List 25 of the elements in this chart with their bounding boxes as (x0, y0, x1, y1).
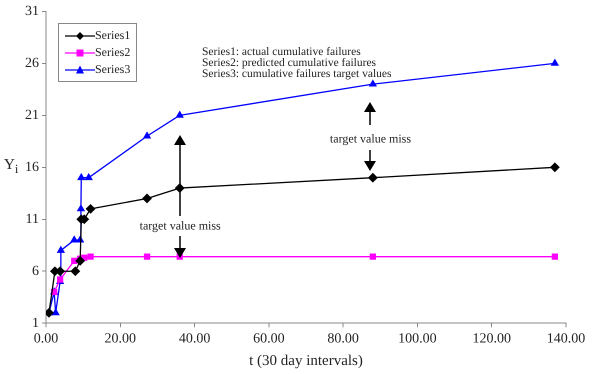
annotation: Series3: cumulative failures target values (202, 68, 392, 80)
annotation: target value miss (330, 131, 412, 146)
y-tick-label: 21 (25, 108, 39, 124)
y-tick-label: 11 (26, 212, 39, 227)
x-tick-label: 120.00 (472, 331, 511, 346)
x-tick-label: 80.00 (327, 331, 359, 346)
y-tick-label: 16 (25, 160, 39, 175)
annotation: target value miss (140, 218, 222, 233)
x-tick-label: 40.00 (178, 331, 210, 346)
y-axis-title: Y$_{i}$ (4, 157, 18, 178)
x-axis-title: t (30 day intervals) (249, 352, 363, 369)
y-tick-label: 26 (25, 56, 39, 72)
annotation: Series1: actual cumulative failures (202, 46, 361, 58)
y-tick-label: 6 (32, 264, 39, 279)
x-tick-label: 60.00 (253, 331, 285, 346)
y-tick-label: 31 (25, 4, 39, 20)
legend-label: Series3 (95, 62, 130, 78)
x-tick-label: 100.00 (398, 331, 437, 346)
x-tick-label: 20.00 (104, 331, 136, 346)
legend-label: Series2 (95, 45, 130, 60)
x-tick-label: 140.00 (546, 331, 586, 346)
annotation: Series2: predicted cumulative failures (202, 57, 376, 70)
legend-label: Series1 (95, 28, 130, 44)
x-tick-label: 0.00 (34, 331, 58, 346)
y-tick-label: 1 (32, 316, 39, 331)
